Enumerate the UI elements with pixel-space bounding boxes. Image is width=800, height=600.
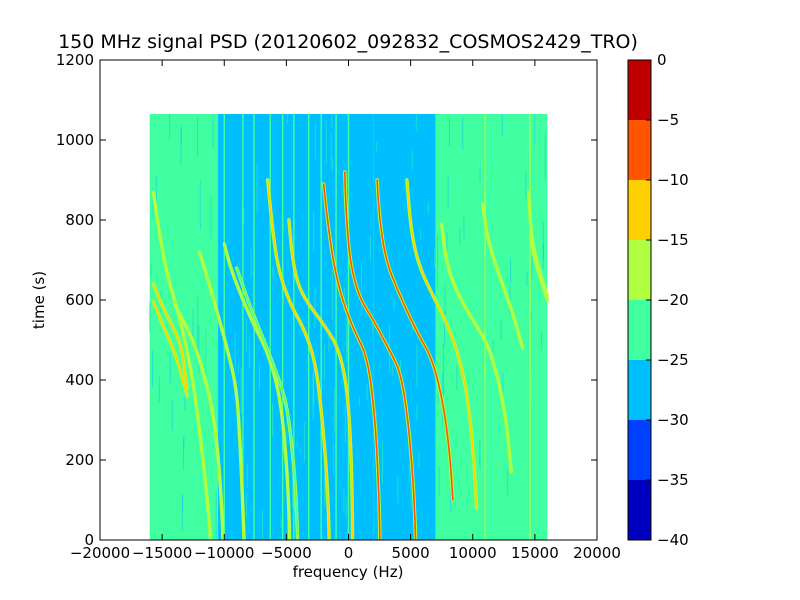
x-tick-label: −5000 (261, 544, 312, 562)
colorbar-band (628, 300, 651, 360)
colorbar-tick-label: −30 (657, 411, 689, 429)
colorbar-band (628, 180, 651, 240)
background-region (373, 114, 436, 540)
colorbar-tick-label: −15 (657, 231, 689, 249)
x-tick-label: 10000 (449, 544, 497, 562)
colorbar (628, 60, 651, 540)
signal-trace (173, 303, 224, 540)
colorbar-tick-label: −20 (657, 291, 689, 309)
x-tick-label: 0 (344, 544, 354, 562)
colorbar-tick-label: −10 (657, 171, 689, 189)
colorbar-tick-label: −25 (657, 351, 689, 369)
y-tick-label: 800 (65, 211, 94, 229)
background-region (218, 114, 274, 540)
colorbar-tick-label: 0 (657, 51, 667, 69)
signal-trace (288, 219, 354, 540)
x-tick-label: −10000 (194, 544, 254, 562)
colorbar-band (628, 420, 651, 480)
signal-trace (266, 179, 330, 540)
y-axis-label: time (s) (30, 271, 48, 329)
signal-trace (152, 191, 212, 540)
signal-traces (151, 170, 549, 540)
signal-trace (406, 179, 478, 509)
colorbar-band (628, 240, 651, 300)
colorbar-tick-label: −5 (657, 111, 679, 129)
y-tick-label: 0 (84, 531, 94, 549)
plot-area (149, 114, 549, 540)
signal-trace (376, 179, 454, 501)
signal-trace (481, 203, 524, 349)
signal-trace (344, 171, 417, 540)
y-tick-label: 200 (65, 451, 94, 469)
signal-trace (440, 223, 513, 473)
background-region (149, 114, 219, 540)
y-tick-label: 1000 (56, 131, 94, 149)
colorbar-band (628, 480, 651, 540)
signal-trace (198, 251, 245, 540)
signal-trace (223, 243, 291, 540)
x-tick-label: 20000 (573, 544, 621, 562)
vertical-lines (178, 114, 531, 540)
colorbar-band (628, 60, 651, 120)
colorbar-axis: 0 −5 −10 −15 −20 −25 −30 −35 −40 (646, 51, 689, 549)
colorbar-tick-label: −40 (657, 531, 689, 549)
x-tick-label: 15000 (511, 544, 559, 562)
x-axis: −20000 −15000 −10000 −5000 0 5000 10000 15000 20… (70, 60, 621, 562)
signal-trace (322, 183, 381, 540)
y-axis: 0 200 400 600 800 1000 1200 (56, 51, 597, 549)
signal-trace (530, 239, 549, 301)
x-tick-label: −15000 (132, 544, 192, 562)
noise-texture (149, 114, 546, 540)
y-tick-label: 1200 (56, 51, 94, 69)
colorbar-band (628, 120, 651, 180)
signal-trace (152, 283, 188, 389)
y-tick-label: 600 (65, 291, 94, 309)
signal-trace (235, 267, 299, 540)
y-tick-label: 400 (65, 371, 94, 389)
background-region (435, 114, 548, 540)
x-tick-label: 5000 (392, 544, 430, 562)
chart-title: 150 MHz signal PSD (20120602_092832_COSM… (58, 31, 638, 53)
x-tick-label: −20000 (70, 544, 130, 562)
signal-trace (152, 301, 188, 397)
x-axis-label: frequency (Hz) (293, 563, 404, 581)
colorbar-tick-label: −35 (657, 471, 689, 489)
colorbar-band (628, 360, 651, 420)
